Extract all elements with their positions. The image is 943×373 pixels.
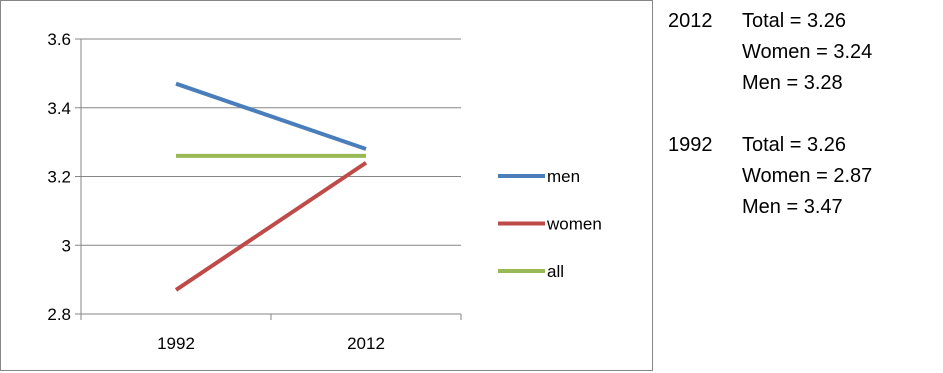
y-tick-label: 3.4 [47, 99, 71, 118]
legend-label-women: women [546, 215, 602, 234]
legend: men women all [498, 167, 602, 281]
x-tick-label: 2012 [347, 334, 385, 353]
y-tick-label: 3 [62, 236, 71, 255]
y-tick-label: 2.8 [47, 305, 71, 324]
summary-year: 1992 [668, 134, 713, 156]
legend-label-men: men [547, 167, 580, 186]
gridlines [81, 38, 461, 246]
x-tick-label: 1992 [157, 334, 195, 353]
series-line-women [174, 161, 368, 292]
summary-block-2012: 2012 Total = 3.26 Women = 3.24 Men = 3.2… [668, 6, 938, 99]
legend-label-all: all [547, 262, 564, 281]
y-tick-label: 3.6 [47, 30, 71, 49]
axes: 2.8 3 3.2 3.4 3.6 1992 2012 [47, 30, 462, 353]
chart-canvas: 2.8 3 3.2 3.4 3.6 1992 2012 men women all [47, 30, 602, 353]
summary-year: 2012 [668, 10, 713, 32]
series-lines [174, 81, 368, 292]
summary-women: Women = 2.87 [742, 165, 873, 187]
summary-men: Men = 3.47 [742, 196, 843, 218]
line-chart: 2.8 3 3.2 3.4 3.6 1992 2012 men women all [0, 0, 653, 371]
summary-total: Total = 3.26 [742, 134, 846, 156]
summary-total: Total = 3.26 [742, 10, 846, 32]
summary-block-1992: 1992 Total = 3.26 Women = 2.87 Men = 3.4… [668, 130, 938, 223]
y-tick-label: 3.2 [47, 168, 71, 187]
summary-women: Women = 3.24 [742, 41, 873, 63]
summary-men: Men = 3.28 [742, 72, 843, 94]
series-line-men [175, 81, 367, 151]
summary-panel: 2012 Total = 3.26 Women = 3.24 Men = 3.2… [668, 6, 938, 254]
